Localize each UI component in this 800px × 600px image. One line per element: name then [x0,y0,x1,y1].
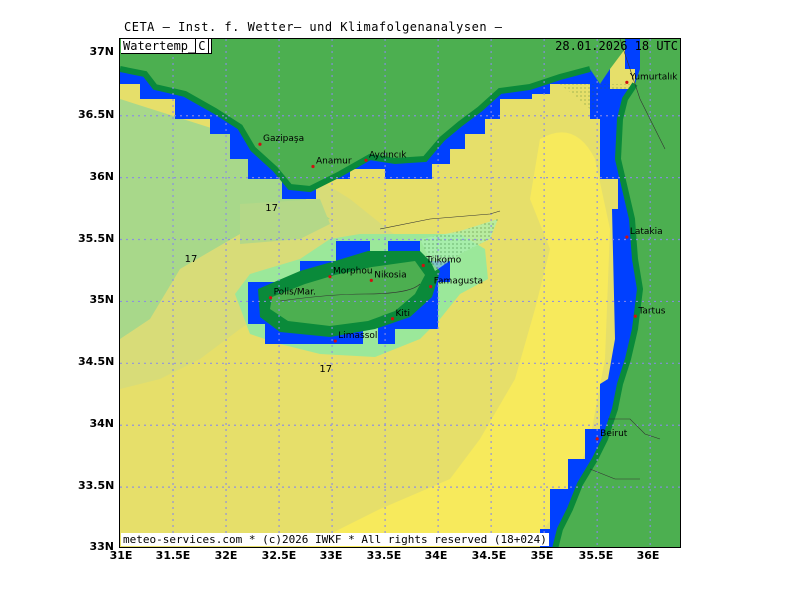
lat-label: 34N [89,417,114,430]
lat-label: 35.5N [78,232,115,245]
map-panel: Yumurtalık Gazipaşa Anamur Aydıncık Latakia T… [119,38,681,548]
sea-warm-band [304,132,610,547]
lon-label: 34E [424,549,448,562]
city-dot [268,296,273,300]
place-markers: Yumurtalık Gazipaşa Anamur Aydıncık Latakia T… [258,72,678,441]
city-label: Anamur [316,157,352,167]
lon-label: 34.5E [471,549,507,562]
city-label: Famagusta [434,277,483,287]
lat-label: 36N [89,170,114,183]
land-turkey [120,39,625,189]
valid-time: 28.01.2026 18 UTC [555,39,678,53]
lon-label: 31E [109,549,133,562]
city-dot [595,437,599,441]
lat-label: 37N [89,45,114,58]
city-dot [421,263,425,268]
city-label: Tartus [637,306,665,316]
graticule [120,39,680,547]
city-dot [625,80,629,84]
parameter-label: Watertemp_ C [121,39,212,54]
borders [279,39,666,480]
lat-label: 34.5N [78,355,115,368]
city-dot [390,317,395,321]
city-dot [625,235,629,239]
city-dot [328,275,332,279]
city-label: Latakia [630,227,663,237]
isotherm-labels: 17 17 17 [185,203,332,375]
city-label: Gazipaşa [263,134,304,144]
lon-label: 33E [319,549,343,562]
city-label: Trikomo [425,256,462,266]
coast-dark-north [120,66,591,193]
city-dot [311,164,315,169]
city-label: Kiti [396,309,410,319]
cyprus-land [270,261,425,326]
lon-label: 35E [530,549,554,562]
lon-label: 32E [214,549,238,562]
copyright-footer: meteo-services.com * (c)2026 IWKF * All … [121,533,549,546]
city-dot [333,339,337,343]
water-temperature-map: Yumurtalık Gazipaşa Anamur Aydıncık Latakia T… [120,39,680,547]
city-dot [429,284,433,289]
city-dot [633,314,637,318]
chart-title: CETA — Inst. f. Wetter— und Klimafolgena… [124,20,503,34]
city-dot [364,158,368,162]
lat-label: 33N [89,540,114,553]
unit-box: C [195,39,209,54]
city-label: Beirut [600,429,628,439]
lon-label: 33.5E [366,549,402,562]
lon-label: 31.5E [155,549,191,562]
cyprus-karpas-dots [420,219,498,271]
lon-label: 32.5E [261,549,297,562]
sea-cold-band-inner [240,199,330,244]
city-dot [369,278,373,282]
isotherm-label: 17 [185,254,198,265]
city-dot [258,142,262,146]
city-label: Yumurtalık [629,72,678,82]
land-levant [555,39,680,547]
city-label: Aydıncık [369,150,407,160]
lat-label: 33.5N [78,479,115,492]
lat-label: 36.5N [78,108,115,121]
city-label: Nikosia [374,270,406,280]
parameter-name: Watertemp [123,39,189,53]
coast-dark-east [552,82,644,547]
city-label: Morphou [333,267,373,277]
isotherm-label: 17 [265,203,278,214]
lon-label: 35.5E [578,549,614,562]
city-label: Polis/Mar. [274,288,316,298]
isotherm-label: 17 [319,364,332,375]
lat-label: 35N [89,293,114,306]
lon-label: 36E [636,549,660,562]
city-label: Limassol [338,331,377,341]
